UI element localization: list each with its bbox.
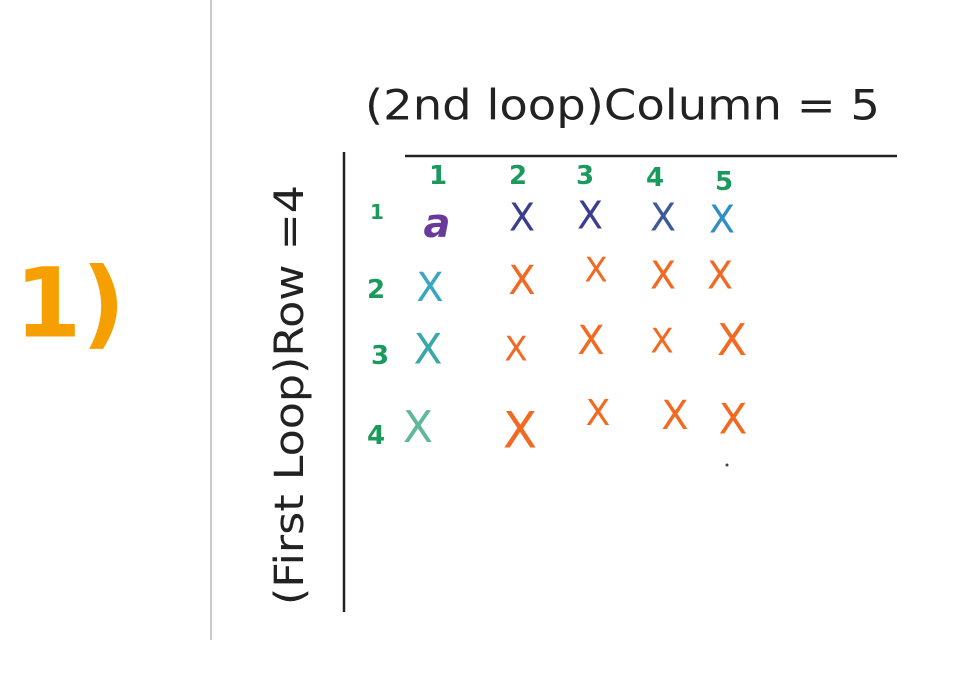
cell-mark: X [719,395,748,444]
cell-mark: X [503,402,537,460]
row-number: 2 [367,275,385,305]
cell-mark: X [586,393,611,434]
cell-mark: X [650,196,676,240]
cell-mark: X [650,254,676,298]
column-number: 3 [576,161,594,191]
column-numbers: 1 2 3 4 5 [429,161,733,197]
row-number: 4 [367,421,385,451]
cell-mark: X [584,251,607,291]
cell-marks: a X X X X X X X X X X X X X X X X X X X [403,194,747,460]
column-number: 4 [646,163,664,193]
cell-mark: X [508,258,535,304]
cell-mark: X [414,325,443,374]
step-number: 1) [15,247,126,359]
cell-mark: X [661,393,688,439]
row-number: 3 [371,341,389,371]
cell-mark: X [403,402,433,453]
column-number: 2 [509,161,527,191]
cell-mark: X [509,196,535,240]
cell-mark: X [707,254,733,298]
cell-mark: X [650,322,673,362]
cell-mark: X [717,315,747,366]
stray-dot [725,463,729,467]
cell-mark: X [577,194,603,238]
row-heading: (First Loop)Row =4 [267,185,313,605]
row-number: 1 [370,200,384,224]
cell-mark: X [504,330,527,370]
column-heading: (2nd loop)Column = 5 [365,81,880,130]
cell-mark: X [709,198,735,242]
row-numbers: 1 2 3 4 [367,200,389,451]
cell-mark: X [416,265,443,311]
cell-mark-first: a [424,201,451,247]
column-number: 5 [715,167,733,197]
column-number: 1 [429,161,447,191]
cell-mark: X [577,318,604,364]
step-number-text: 1) [15,247,126,359]
